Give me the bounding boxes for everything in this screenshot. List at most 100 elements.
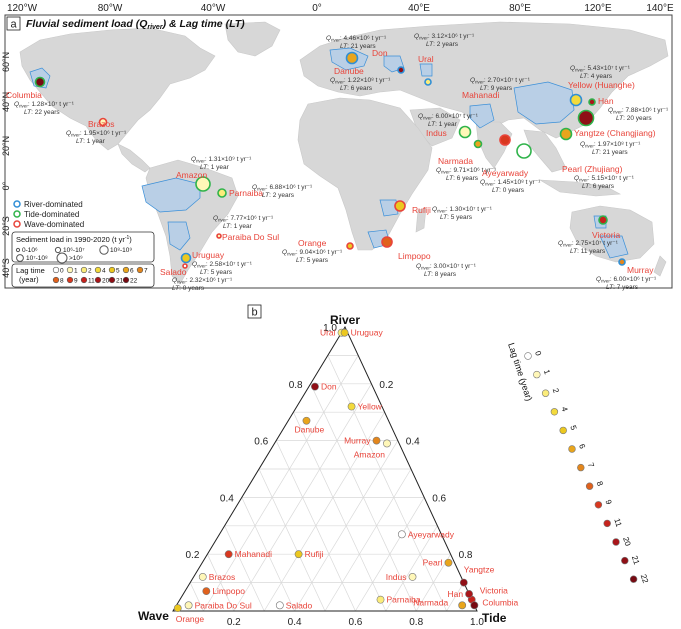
ternary-point-label: Murray	[344, 436, 371, 446]
lag-swatch	[52, 276, 60, 284]
ternary-point	[302, 416, 311, 425]
lag-swatch-label: 4	[102, 267, 106, 274]
greenland-land	[224, 21, 281, 57]
tick-wave: 0.2	[379, 380, 393, 391]
legend-size-box	[11, 231, 155, 263]
ternary-point-label: Columbia	[482, 597, 518, 607]
corner-wave: Wave	[138, 609, 169, 623]
river-name: Salado	[160, 267, 187, 277]
ternary-point-label: Ayeyarwady	[408, 529, 455, 539]
ternary-point-label: Uruguay	[351, 328, 384, 338]
ternary-point	[198, 573, 207, 581]
ternary-point-label: Indus	[386, 572, 407, 582]
grid-line-wave	[327, 355, 447, 612]
ternary-point	[202, 587, 211, 596]
river-annotations: Qriver: 1.28×10⁷ t yr⁻¹LT: 22 years Qriv…	[14, 33, 669, 292]
svg-text:Qriver: 7.88×10⁶ t yr⁻¹: Qriver: 7.88×10⁶ t yr⁻¹	[608, 107, 669, 115]
river-name: Rufiji	[412, 205, 431, 215]
annot-indus: Qriver: 6.00×10⁷ t yr⁻¹LT: 1 year	[418, 113, 479, 128]
basin-rufiji	[379, 199, 399, 217]
river-name: Amazon	[176, 170, 207, 180]
svg-text:LT: 6 years: LT: 6 years	[446, 175, 479, 182]
ternary-point	[224, 550, 233, 559]
basin-amazon	[141, 177, 201, 213]
annot-brazos: Qriver: 1.95×10⁶ t yr⁻¹LT: 1 year	[66, 130, 127, 145]
lag-swatch-label: 5	[116, 267, 120, 274]
marker-han	[588, 98, 596, 106]
ternary-point	[458, 601, 467, 610]
svg-text:LT: 22 years: LT: 22 years	[24, 109, 60, 116]
annot-murray: Qriver: 6.00×10⁶ t yr⁻¹LT: 7 years	[596, 276, 657, 291]
svg-text:LT: 5 years: LT: 5 years	[296, 257, 329, 264]
panel-a-label-box	[6, 16, 21, 31]
central-america-land	[117, 143, 151, 173]
lag-swatch	[66, 266, 74, 274]
svg-text:Qriver: 1.97×10⁸ t yr⁻¹: Qriver: 1.97×10⁸ t yr⁻¹	[580, 141, 641, 149]
lat-label: 40°N	[1, 92, 11, 112]
marker-brazos	[98, 117, 108, 127]
tick-wave: 0.8	[459, 550, 473, 561]
madagascar-land	[415, 207, 427, 233]
svg-text:Qriver: 7.77×10⁶ t yr⁻¹: Qriver: 7.77×10⁶ t yr⁻¹	[213, 215, 274, 223]
legend-river-label: River-dominated	[24, 200, 83, 209]
svg-text:Qriver: 6.00×10⁶ t yr⁻¹: Qriver: 6.00×10⁶ t yr⁻¹	[596, 276, 657, 284]
marker-mahanadi	[499, 134, 511, 146]
annot-narmada: Qriver: 9.71×10⁶ t yr⁻¹LT: 6 years	[436, 167, 497, 182]
svg-text:Qriver: 1.45×10⁸ t yr⁻¹: Qriver: 1.45×10⁸ t yr⁻¹	[480, 179, 541, 187]
grid-line-wave	[189, 582, 204, 612]
colorbar-label: 20	[621, 536, 632, 548]
grid-line-wave	[258, 468, 326, 612]
lat-label: 20°N	[1, 136, 11, 156]
ternary-point-label: Han	[447, 589, 463, 599]
lag-colorbar: 0 1 2 4 5 6 7 8 9 11 20 21 22	[524, 350, 650, 585]
river-name: Limpopo	[398, 251, 431, 261]
ternary-point-label: Victoria	[480, 586, 508, 596]
corner-river: River	[330, 313, 360, 327]
grid-line-wave	[241, 497, 295, 612]
colorbar-swatch	[629, 575, 638, 583]
annot-ayeyarwady: Qriver: 1.45×10⁸ t yr⁻¹LT: 0 years	[480, 179, 541, 194]
river-name: Orange	[298, 238, 327, 248]
legend-size: Sediment load in 1990-2020 (t yr-1) 0-10…	[11, 231, 155, 264]
river-name: Ural	[418, 54, 434, 64]
svg-text:Qriver: 3.00×10⁷ t yr⁻¹: Qriver: 3.00×10⁷ t yr⁻¹	[416, 263, 477, 271]
annot-amazon: Qriver: 1.31×10⁹ t yr⁻¹LT: 1 year	[191, 156, 252, 171]
ternary-point-label: Yangtze	[464, 565, 495, 575]
legend-river-dot	[13, 200, 21, 208]
ternary-point	[294, 550, 303, 559]
colorbar-swatch	[594, 501, 603, 509]
lag-swatch	[80, 266, 88, 274]
colorbar-swatch	[533, 370, 541, 379]
colorbar-label: 7	[586, 461, 596, 469]
colorbar-label: 21	[630, 554, 641, 566]
tick-tide: 0.4	[288, 617, 302, 628]
ternary-point-label: Salado	[286, 600, 313, 610]
river-markers	[34, 51, 626, 269]
grid-line-tide	[355, 497, 425, 612]
annot-paraiba: Qriver: 7.77×10⁶ t yr⁻¹LT: 1 year	[213, 215, 274, 230]
tick-wave: 0.4	[406, 437, 420, 448]
lag-swatch	[80, 276, 88, 284]
annot-rufiji: Qriver: 1.30×10⁷ t yr⁻¹LT: 5 years	[432, 206, 493, 221]
ternary-point	[470, 601, 479, 610]
size-dot	[16, 254, 24, 262]
colorbar-swatch	[541, 389, 550, 397]
svg-text:Qriver: 2.70×10⁷ t yr⁻¹: Qriver: 2.70×10⁷ t yr⁻¹	[470, 77, 531, 85]
ternary-point	[397, 530, 406, 539]
svg-text:LT: 2 years: LT: 2 years	[262, 192, 295, 199]
basin-uruguay	[167, 221, 191, 251]
svg-text:LT: 1 year: LT: 1 year	[223, 223, 253, 230]
panel-a-map: 120°W 80°W 40°W 0° 40°E 80°E 120°E 140°E…	[1, 3, 674, 292]
tick-tide: 1.0	[470, 617, 484, 628]
ternary-point	[347, 402, 356, 411]
grid-line-tide	[385, 525, 438, 612]
size-label: 10⁷-10⁸	[26, 255, 48, 262]
ternary-point	[444, 558, 453, 567]
size-label: 10⁶-10⁷	[63, 247, 85, 254]
north-america-land	[19, 27, 216, 151]
lat-label: 40°S	[1, 258, 11, 278]
corner-tide: Tide	[482, 611, 507, 625]
river-name: Narmada	[438, 156, 473, 166]
ternary-point	[184, 601, 193, 610]
svg-text:Qriver: 1.95×10⁶ t yr⁻¹: Qriver: 1.95×10⁶ t yr⁻¹	[66, 130, 127, 138]
